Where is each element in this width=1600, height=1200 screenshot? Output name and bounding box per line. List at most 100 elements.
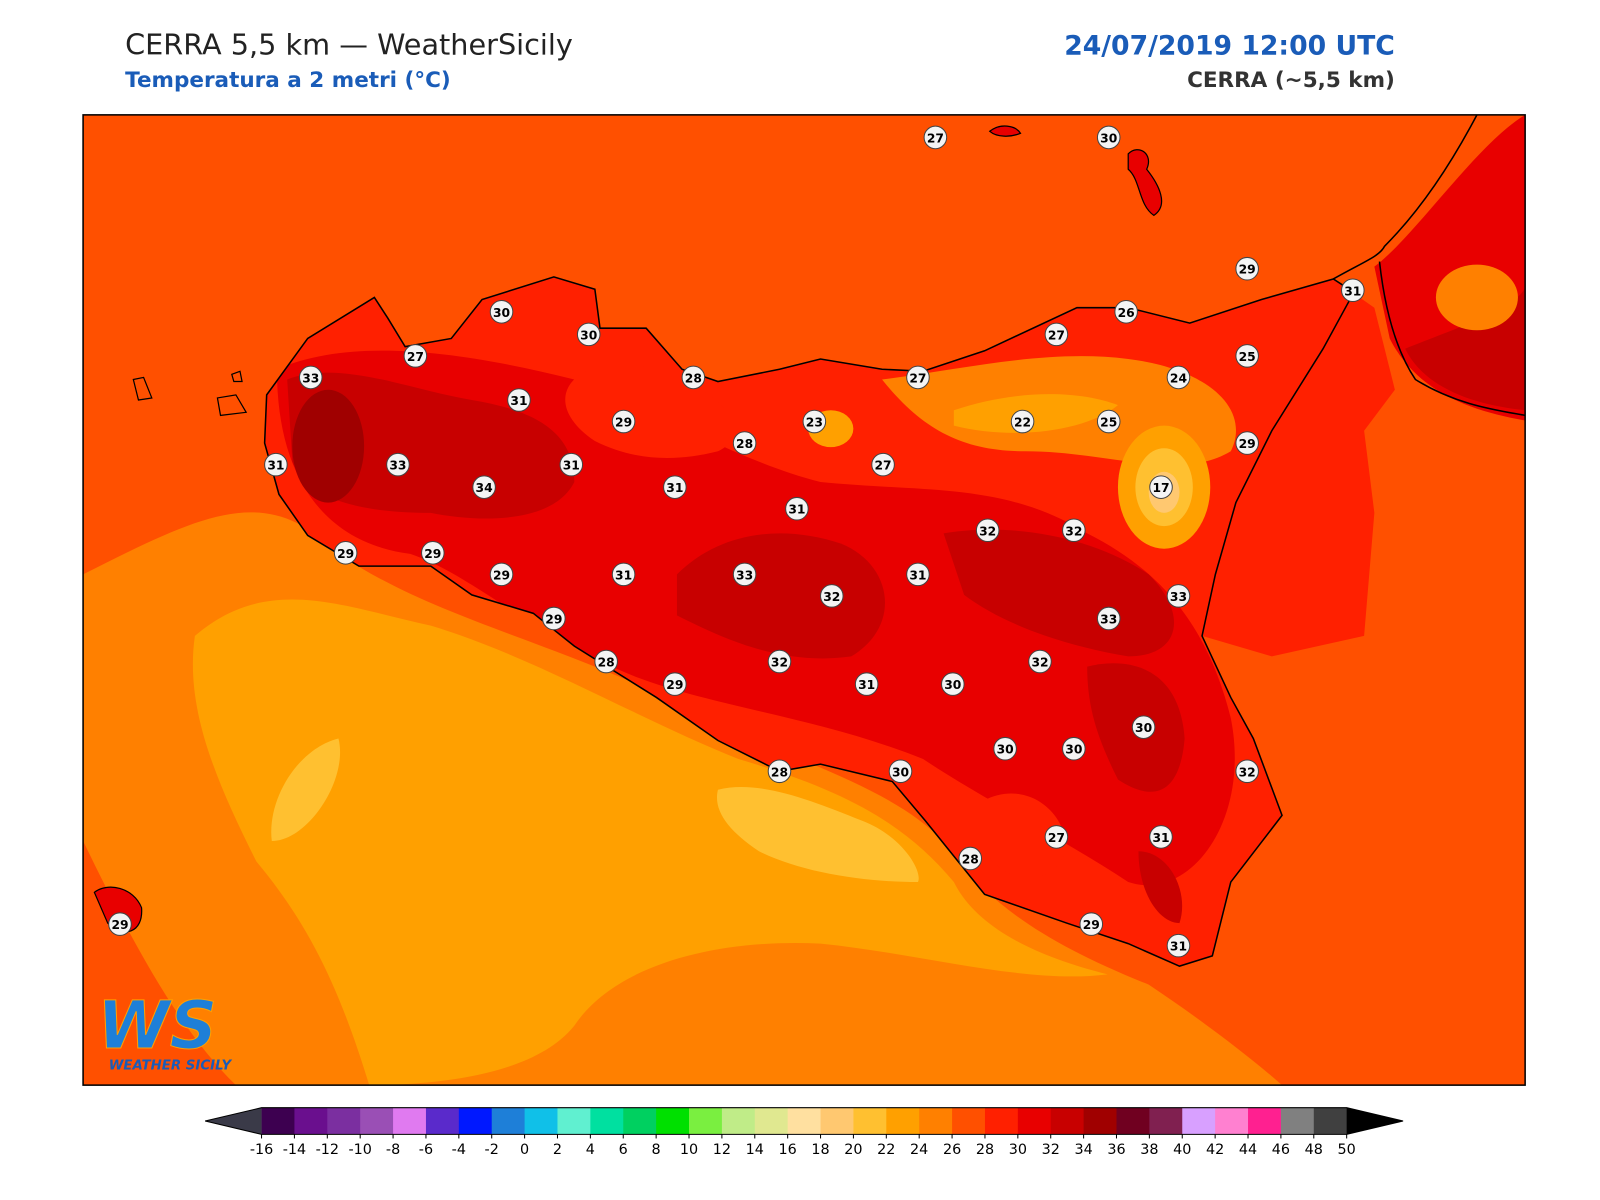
colorbar-tick-label: 40 — [1173, 1142, 1191, 1158]
station: 29 — [611, 409, 636, 434]
station: 31 — [663, 475, 687, 499]
station: 29 — [1235, 431, 1259, 455]
title: CERRA 5,5 km — WeatherSicily — [125, 27, 573, 61]
station: 32 — [767, 649, 792, 674]
station-marker — [1131, 715, 1156, 739]
station-marker — [489, 562, 514, 587]
station-marker — [1149, 475, 1173, 499]
station-value: 31 — [858, 678, 875, 692]
station-value: 30 — [944, 678, 961, 692]
station: 30 — [888, 759, 913, 784]
station-marker — [802, 409, 827, 434]
station: 29 — [489, 562, 514, 587]
station-value: 29 — [337, 547, 354, 561]
station-value: 31 — [1170, 940, 1187, 954]
station-marker — [489, 300, 514, 324]
station-value: 27 — [927, 131, 944, 145]
colorbar-tick-label: 46 — [1272, 1142, 1290, 1158]
station-marker — [732, 562, 757, 587]
colorbar-tick-label: 48 — [1305, 1142, 1323, 1158]
colorbar-swatch — [360, 1107, 394, 1135]
colorbar-swatch — [393, 1107, 427, 1135]
station-value: 31 — [666, 481, 683, 495]
colorbar-tick-label: 2 — [553, 1142, 562, 1158]
station-value: 29 — [493, 568, 510, 582]
station-value: 29 — [1239, 437, 1256, 451]
colorbar-swatch — [491, 1107, 526, 1135]
station: 31 — [559, 452, 584, 477]
station-marker — [1010, 409, 1035, 434]
colorbar-swatch — [787, 1107, 822, 1135]
station-value: 29 — [615, 416, 632, 430]
station-value: 26 — [1118, 306, 1135, 320]
logo-name: WEATHER SICILY — [109, 1059, 233, 1074]
station-marker — [298, 365, 323, 390]
station: 22 — [1010, 409, 1035, 434]
station-marker — [871, 452, 895, 477]
colorbar-tick-label: 4 — [586, 1142, 595, 1158]
station: 28 — [732, 431, 757, 455]
station: 27 — [871, 452, 895, 477]
station-value: 31 — [909, 568, 926, 582]
station: 29 — [333, 541, 358, 565]
station-value: 33 — [302, 371, 319, 385]
colorbar-tick-label: 14 — [746, 1142, 764, 1158]
colorbar-tick-label: 12 — [713, 1142, 731, 1158]
colorbar-swatch — [1083, 1107, 1118, 1135]
station: 30 — [1096, 125, 1121, 150]
station-value: 32 — [1065, 524, 1082, 538]
colorbar-tick-label: 42 — [1206, 1142, 1224, 1158]
station-value: 28 — [962, 852, 979, 866]
colorbar-tick-label: 38 — [1140, 1142, 1158, 1158]
colorbar-tick-label: 30 — [1009, 1142, 1027, 1158]
station-marker — [854, 672, 879, 696]
station-value: 28 — [771, 765, 788, 779]
station-value: 22 — [1014, 416, 1031, 430]
station-marker — [1235, 344, 1259, 368]
colorbar-swatch — [919, 1107, 953, 1135]
station-value: 34 — [476, 481, 493, 495]
station: 28 — [594, 649, 618, 674]
station-value: 29 — [1083, 918, 1100, 932]
station-marker — [1096, 606, 1121, 631]
station-value: 28 — [736, 437, 753, 451]
station: 31 — [1166, 933, 1191, 958]
station: 25 — [1096, 409, 1121, 434]
station-marker — [1114, 300, 1138, 324]
colorbar-tick-label: -10 — [348, 1142, 371, 1158]
station-value: 31 — [1344, 284, 1361, 298]
station: 33 — [298, 365, 323, 390]
station-marker — [559, 452, 584, 477]
colorbar-tick-label: -4 — [452, 1142, 466, 1158]
station-value: 27 — [875, 459, 892, 473]
map-frame — [82, 114, 1526, 1086]
station: 30 — [993, 736, 1017, 761]
station: 29 — [1235, 256, 1259, 281]
station-marker — [1028, 649, 1052, 674]
station-marker — [767, 759, 792, 784]
station: 30 — [941, 672, 965, 696]
station-value: 29 — [545, 612, 562, 626]
station: 28 — [958, 846, 983, 871]
station-marker — [1235, 759, 1259, 784]
station-marker — [1096, 125, 1121, 150]
station-value: 27 — [1048, 328, 1065, 342]
colorbar-swatch — [261, 1107, 295, 1135]
model: CERRA (~5,5 km) — [1187, 68, 1395, 93]
colorbar-tick-label: -6 — [419, 1142, 433, 1158]
station: 33 — [1096, 606, 1121, 631]
station: 24 — [1166, 365, 1191, 390]
station-marker — [1166, 584, 1191, 608]
station: 33 — [732, 562, 757, 587]
station-value: 33 — [736, 568, 753, 582]
subtitle: Temperatura a 2 metri (°C) — [125, 68, 451, 93]
colorbar-tick-label: 18 — [811, 1142, 829, 1158]
station-marker — [1235, 256, 1259, 281]
station-marker — [906, 562, 930, 587]
colorbar-swatch — [1313, 1107, 1348, 1135]
station: 28 — [767, 759, 792, 784]
colorbar-swatch — [524, 1107, 558, 1135]
colorbar-swatch — [689, 1107, 723, 1135]
station: 26 — [1114, 300, 1138, 324]
station: 27 — [1044, 322, 1069, 347]
